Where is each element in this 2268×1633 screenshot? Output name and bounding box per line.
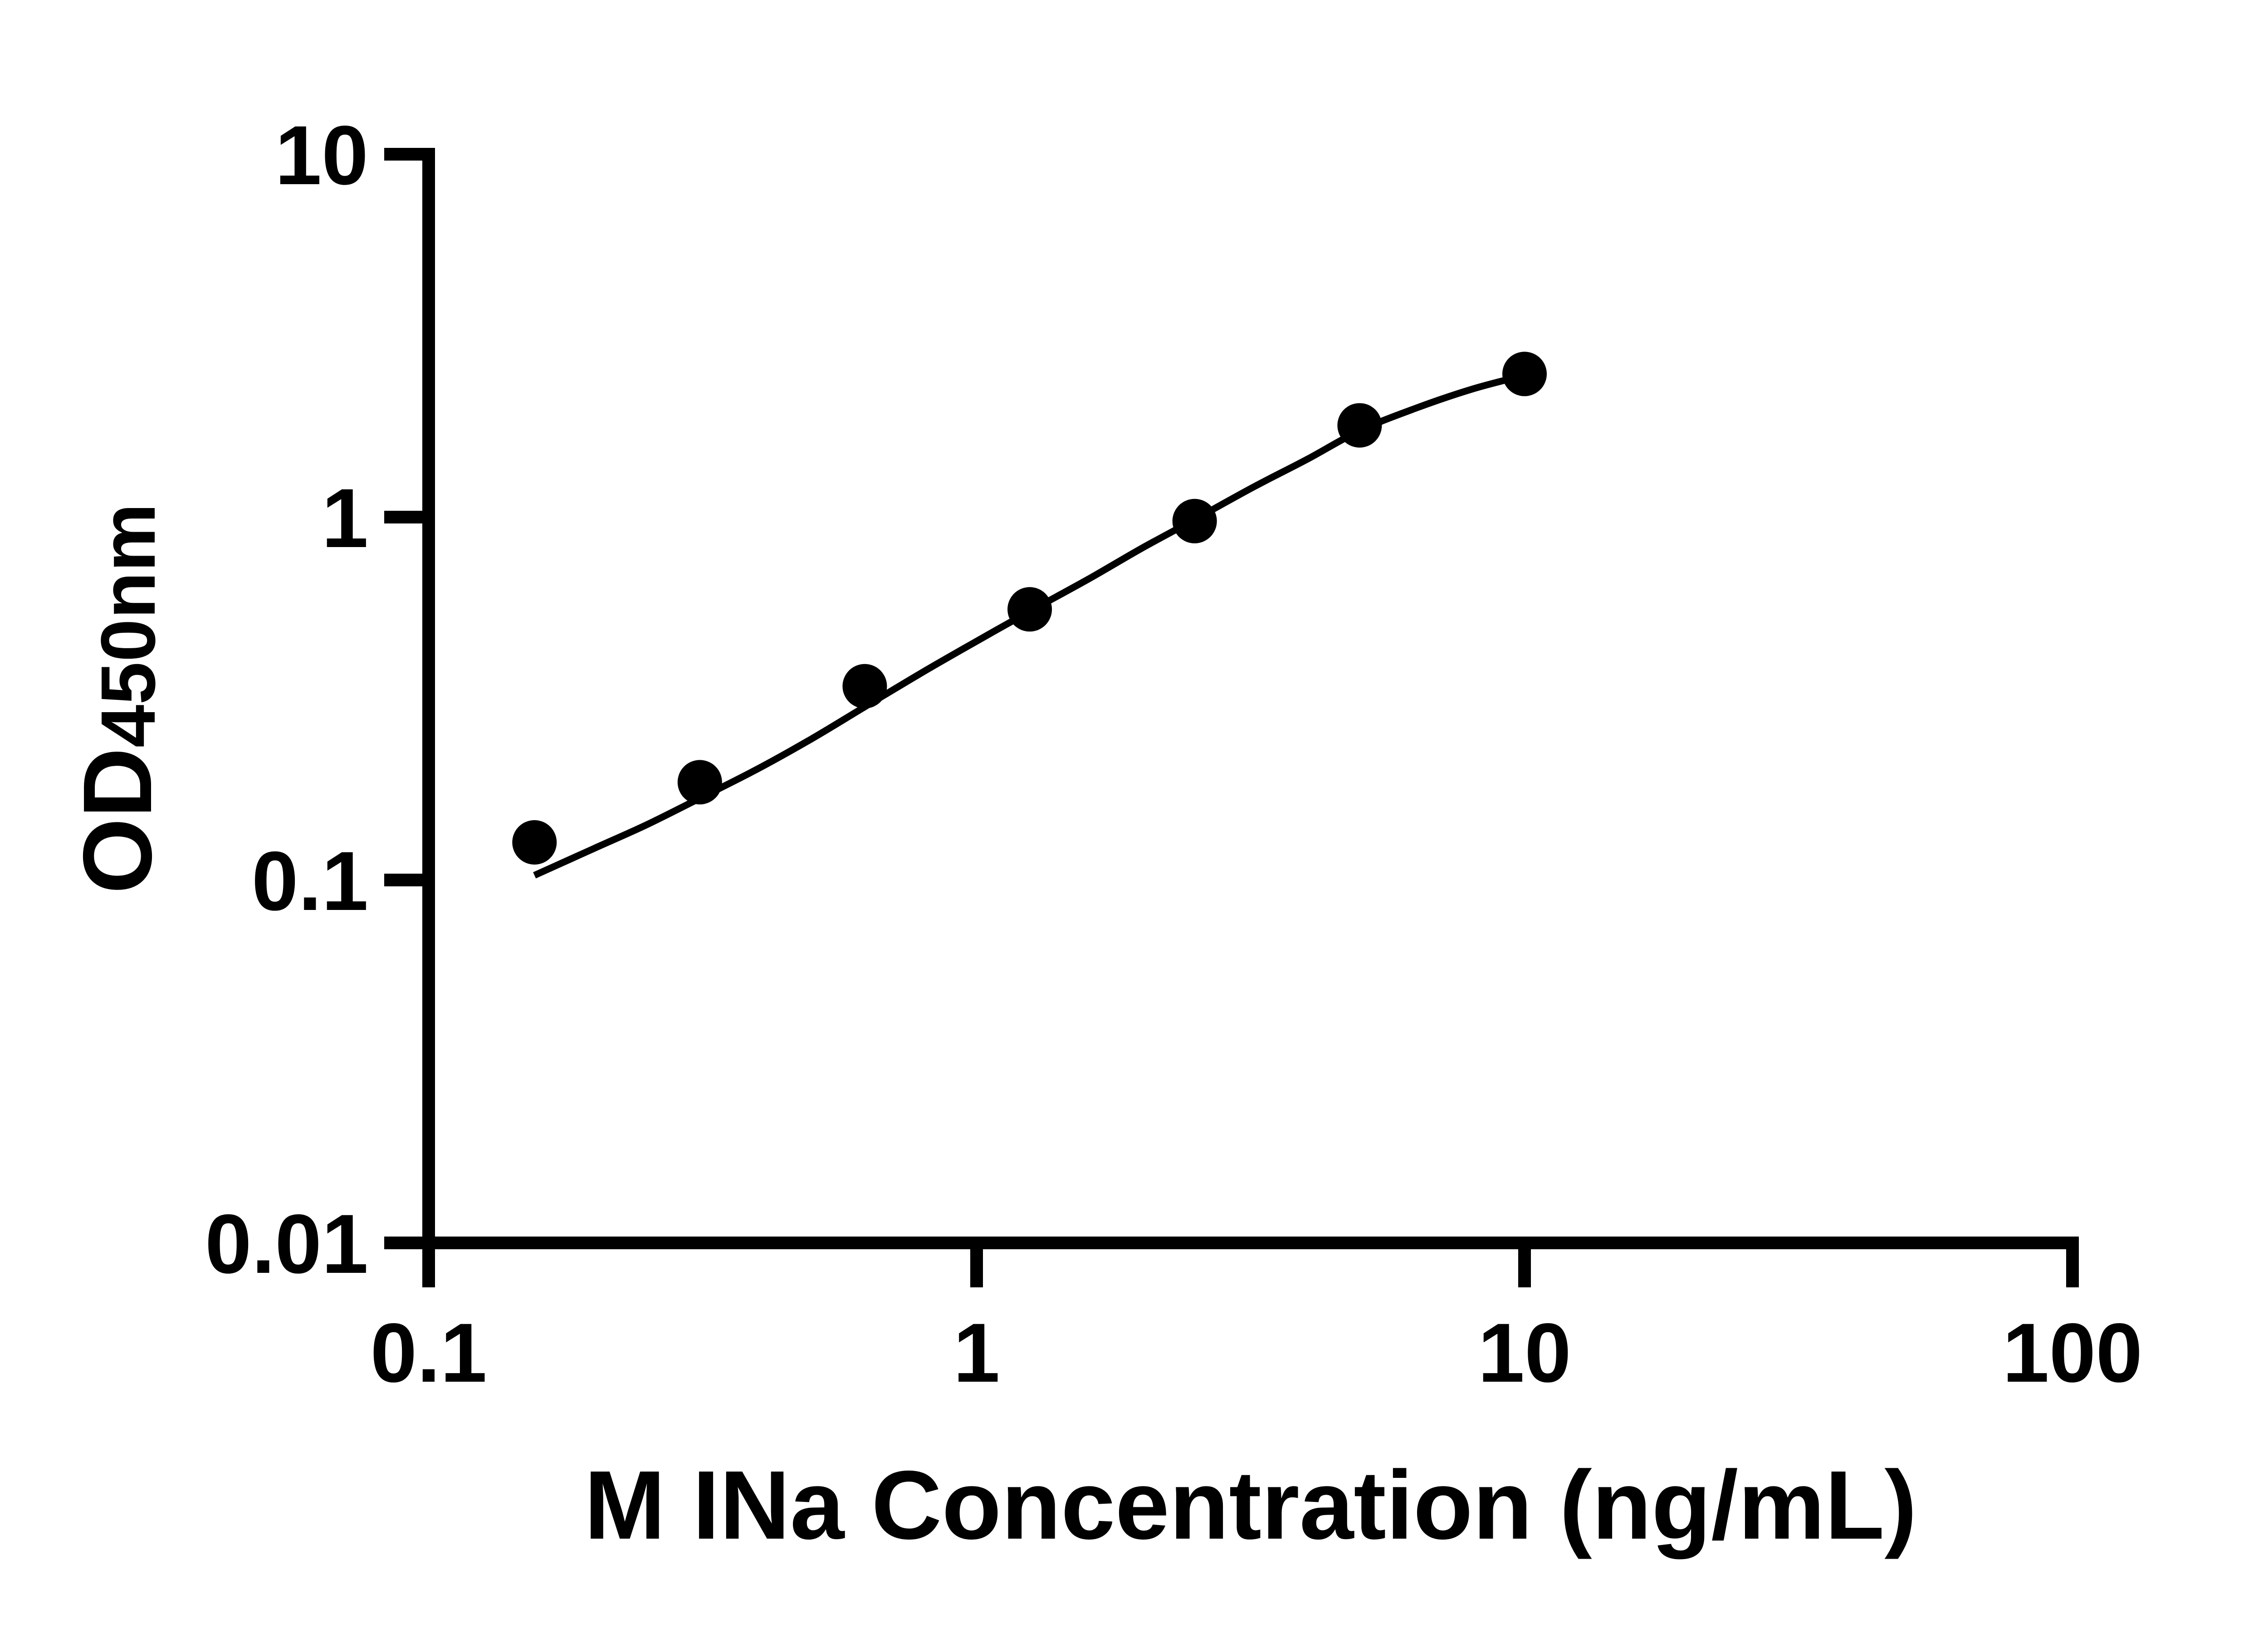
data-point [1172, 499, 1217, 543]
y-tick-label: 0.01 [205, 1198, 368, 1291]
x-tick-label: 100 [2003, 1306, 2143, 1400]
y-tick-label: 0.1 [252, 835, 368, 928]
x-tick-label: 0.1 [370, 1306, 487, 1400]
y-tick-label: 1 [322, 472, 368, 565]
y-axis-title-subscript: 450nm [85, 503, 171, 748]
data-point [1337, 403, 1382, 448]
x-tick-label: 1 [953, 1306, 1000, 1400]
data-point [1007, 587, 1052, 632]
data-point [842, 664, 887, 709]
data-point [512, 820, 557, 865]
y-tick-label: 10 [275, 109, 368, 202]
data-point [677, 760, 722, 805]
x-axis-title: M INa Concentration (ng/mL) [584, 1450, 1917, 1560]
y-axis-title: OD450nm [63, 503, 172, 894]
y-axis-title-main: OD [63, 748, 172, 894]
data-point [1502, 352, 1547, 396]
x-tick-label: 10 [1478, 1306, 1571, 1400]
